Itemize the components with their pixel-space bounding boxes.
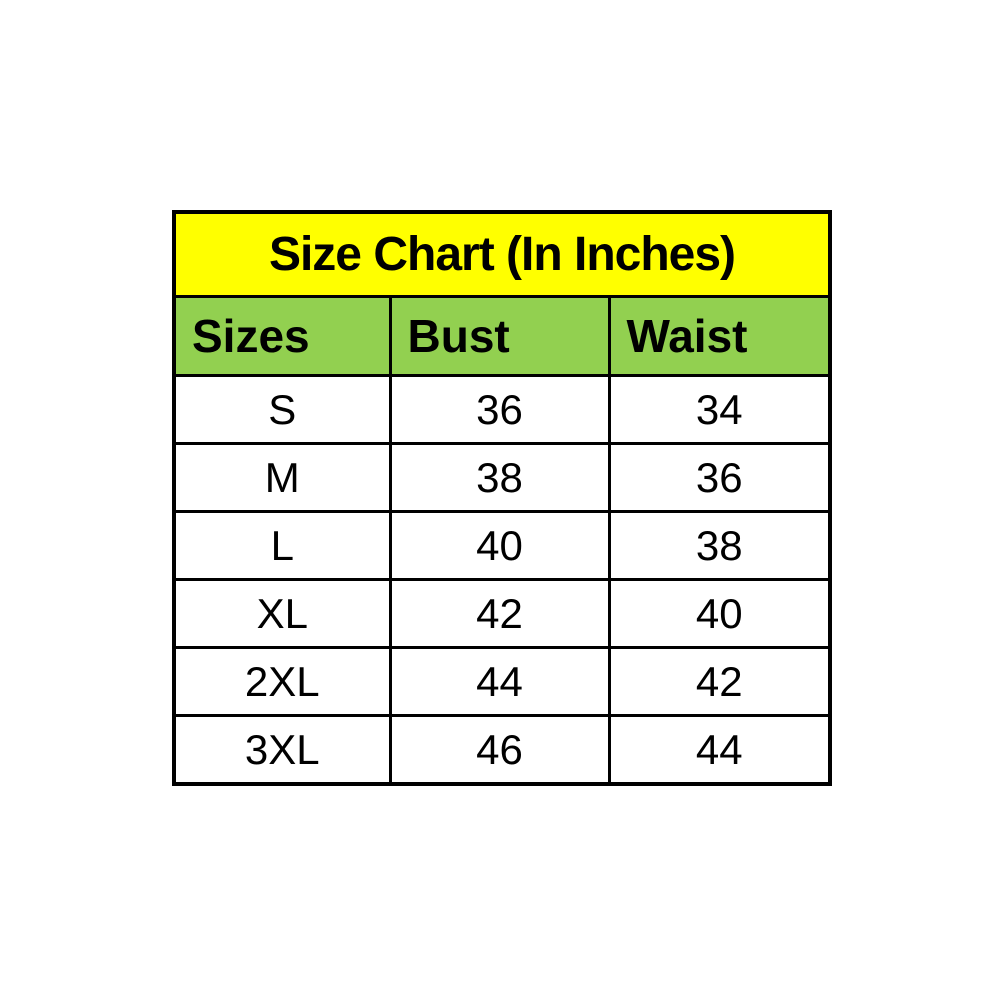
waist-cell: 38 (607, 510, 832, 581)
waist-cell: 40 (607, 578, 832, 649)
waist-cell: 44 (607, 714, 832, 786)
bust-cell: 40 (388, 510, 611, 581)
bust-cell: 44 (388, 646, 611, 717)
size-chart-table: Size Chart (In Inches) Sizes Bust Waist … (172, 210, 833, 786)
waist-cell: 36 (607, 442, 832, 513)
size-cell: L (172, 510, 392, 581)
header-row: Sizes Bust Waist (172, 295, 832, 377)
table-row: XL 42 40 (172, 578, 832, 649)
size-cell: 3XL (172, 714, 392, 786)
table-row: 3XL 46 44 (172, 714, 832, 786)
bust-cell: 38 (388, 442, 611, 513)
table-title: Size Chart (In Inches) (172, 210, 832, 298)
column-header-bust: Bust (388, 295, 611, 377)
column-header-sizes: Sizes (172, 295, 392, 377)
title-row: Size Chart (In Inches) (172, 210, 832, 298)
size-cell: 2XL (172, 646, 392, 717)
bust-cell: 46 (388, 714, 611, 786)
column-header-waist: Waist (607, 295, 832, 377)
table-row: S 36 34 (172, 374, 832, 445)
bust-cell: 42 (388, 578, 611, 649)
size-cell: M (172, 442, 392, 513)
waist-cell: 34 (607, 374, 832, 445)
waist-cell: 42 (607, 646, 832, 717)
table-row: 2XL 44 42 (172, 646, 832, 717)
table-row: M 38 36 (172, 442, 832, 513)
bust-cell: 36 (388, 374, 611, 445)
table-row: L 40 38 (172, 510, 832, 581)
size-cell: XL (172, 578, 392, 649)
size-cell: S (172, 374, 392, 445)
